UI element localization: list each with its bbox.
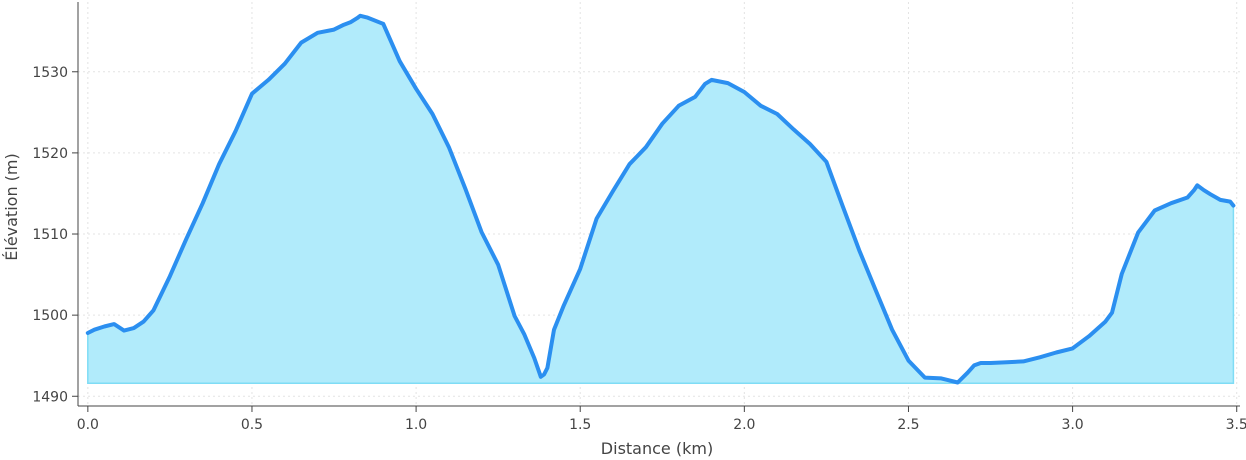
x-tick-label: 3.0 <box>1061 417 1083 433</box>
axes <box>77 2 1240 407</box>
x-tick-label: 3.5 <box>1226 417 1246 433</box>
y-tick-label: 1510 <box>32 227 68 243</box>
y-tick-label: 1530 <box>32 65 68 81</box>
x-axis-ticks: 0.0 0.5 1.0 1.5 2.0 2.5 3.0 3.5 <box>77 406 1246 433</box>
y-tick-label: 1490 <box>32 389 68 405</box>
y-tick-label: 1500 <box>32 308 68 324</box>
elevation-line <box>85 13 1236 385</box>
x-tick-label: 0.5 <box>241 417 263 433</box>
x-tick-label: 2.5 <box>897 417 919 433</box>
x-tick-label: 2.0 <box>733 417 755 433</box>
x-tick-label: 1.5 <box>569 417 591 433</box>
y-axis-label: Élévation (m) <box>2 153 21 260</box>
elevation-area-fill <box>87 14 1235 385</box>
x-tick-label: 0.0 <box>77 417 99 433</box>
y-tick-label: 1520 <box>32 146 68 162</box>
x-tick-label: 1.0 <box>405 417 427 433</box>
x-axis-label: Distance (km) <box>601 439 713 458</box>
y-axis-ticks: 1490 1500 1510 1520 1530 <box>32 65 78 405</box>
